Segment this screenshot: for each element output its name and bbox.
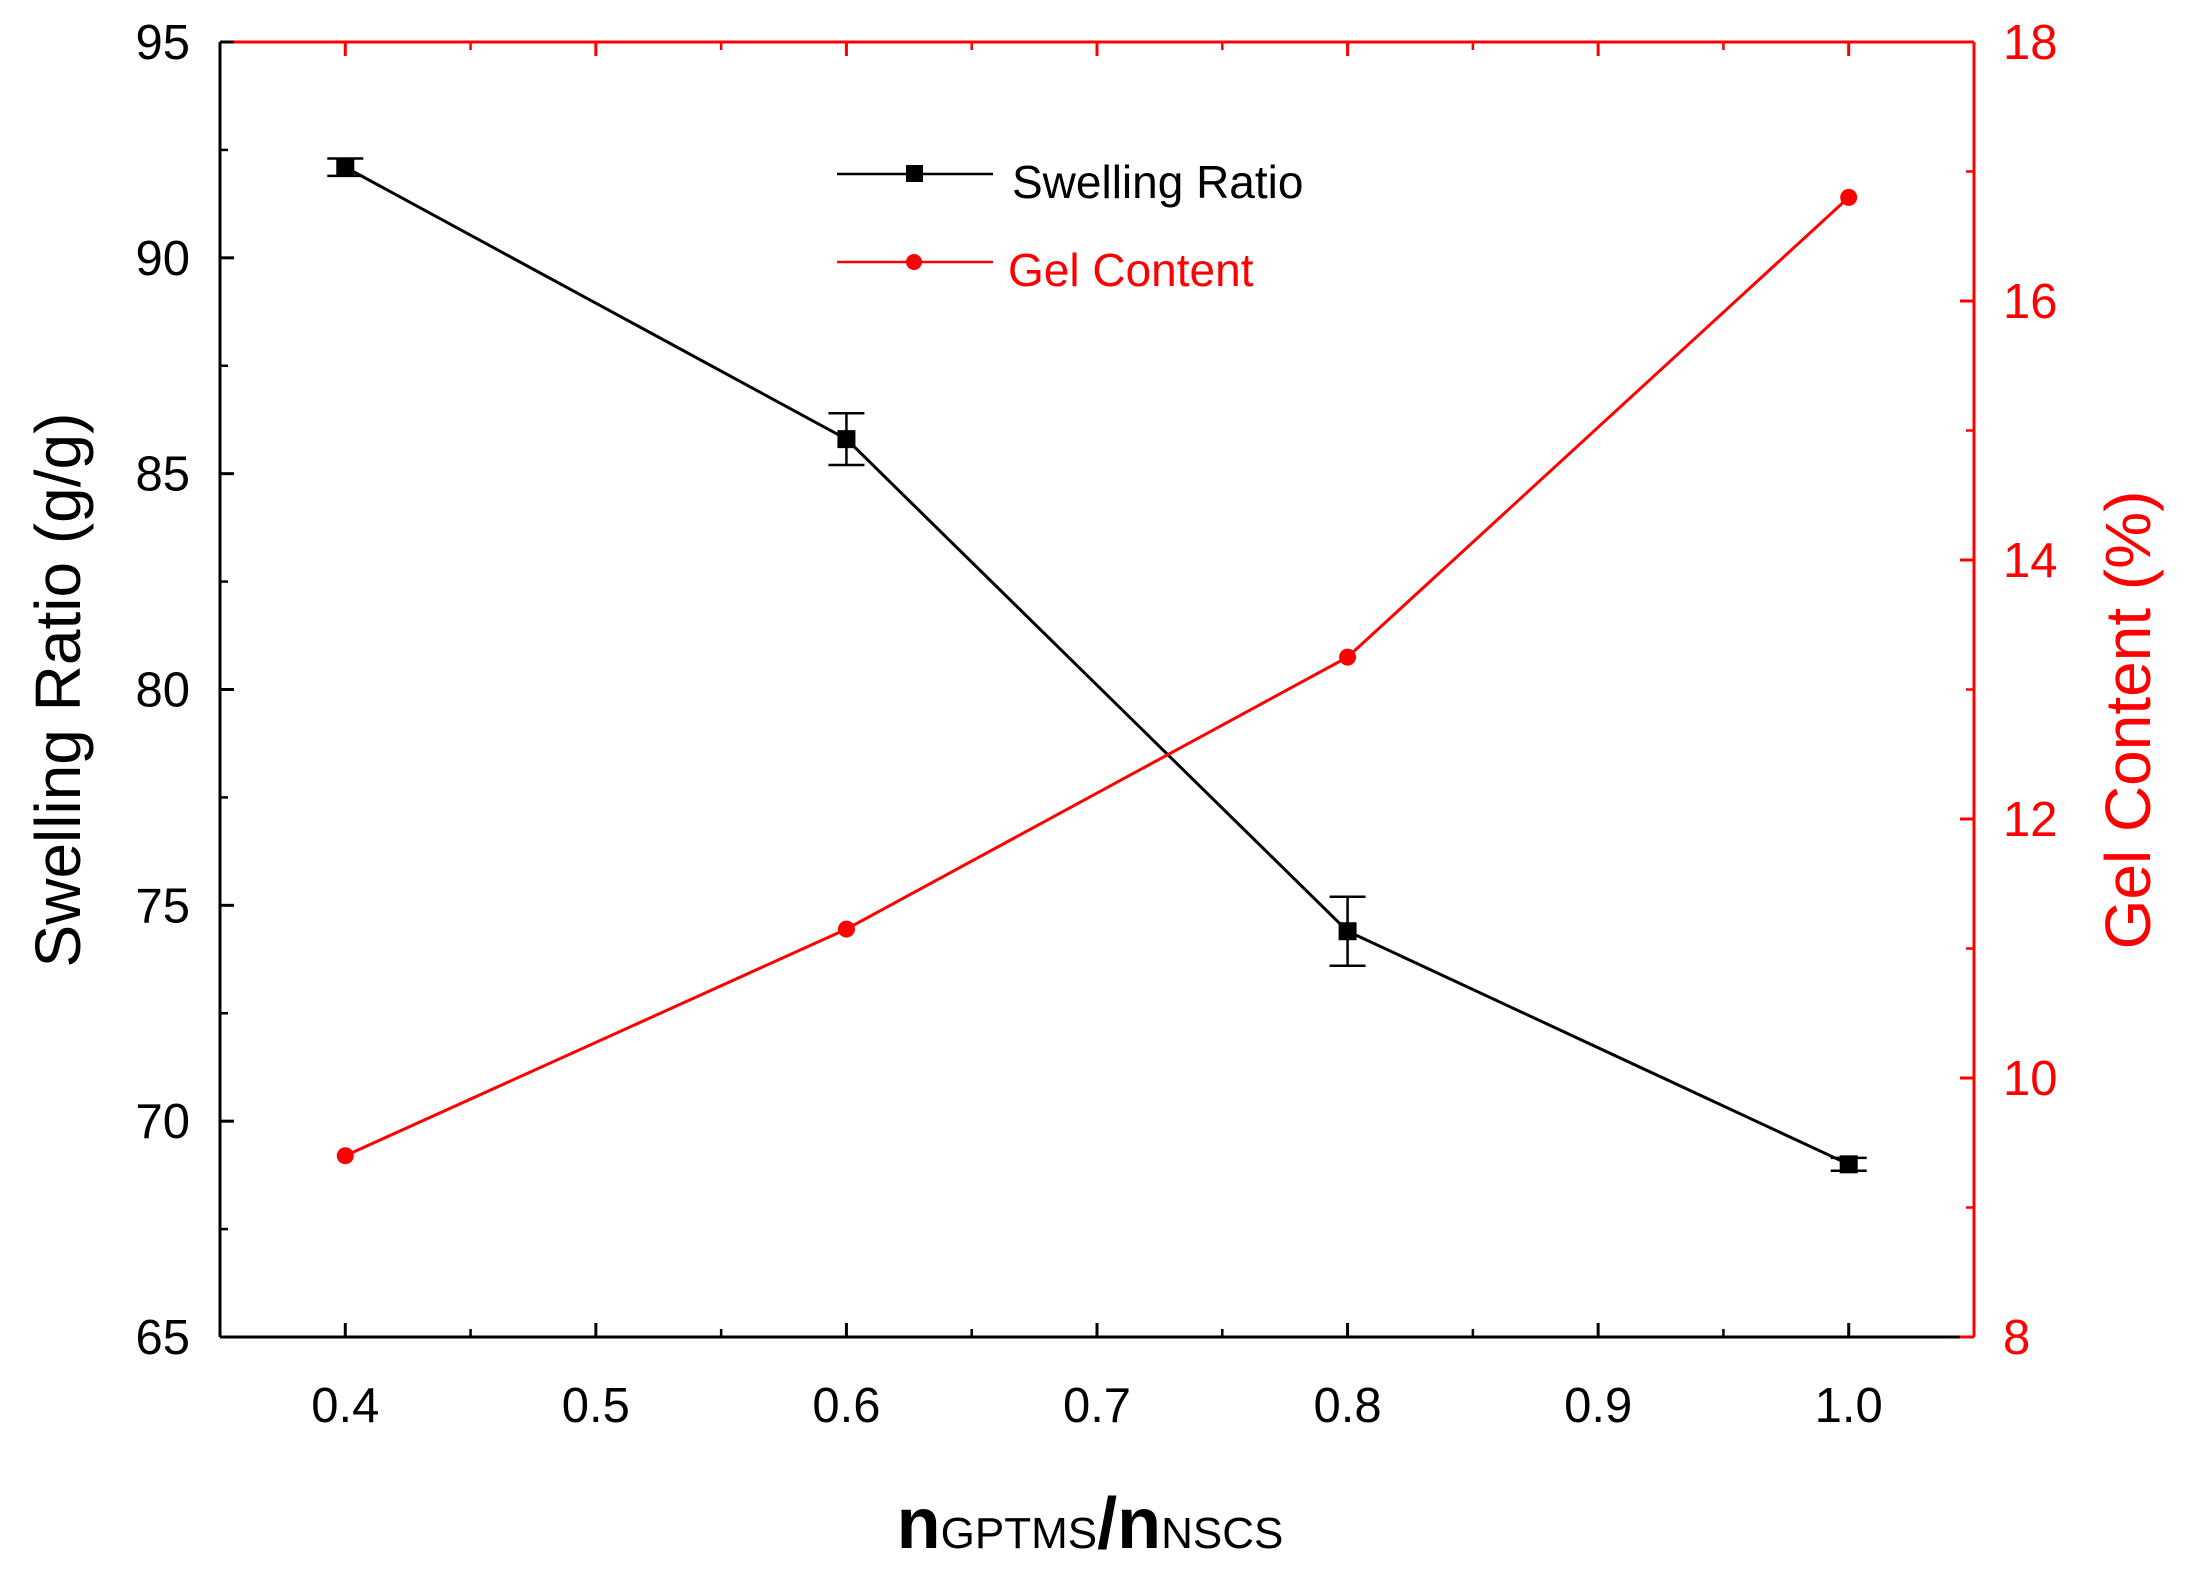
x-tick-label-5: 0.9 <box>1564 1379 1632 1433</box>
x-tick-label-0: 0.4 <box>311 1379 379 1433</box>
y-left-tick-label-3: 80 <box>135 664 190 718</box>
legend-marker-swelling-ratio <box>906 165 923 182</box>
x-tick-label-2: 0.6 <box>812 1379 880 1433</box>
x-axis-title-slash: / <box>1097 1484 1117 1564</box>
y-axis-left-title: Swelling Ratio (g/g) <box>22 413 94 968</box>
point-swelling-ratio-0 <box>336 158 355 177</box>
point-swelling-ratio-3 <box>1839 1155 1858 1174</box>
series-line-gel-content <box>344 196 1850 1158</box>
legend-label-gel-content: Gel Content <box>1008 244 1254 296</box>
legend-entry-swelling-ratio: Swelling Ratio <box>837 156 1303 208</box>
point-gel-content-1 <box>837 920 855 938</box>
y-axis-right-title: Gel Content (%) <box>2092 491 2164 950</box>
x-tick-label-3: 0.7 <box>1063 1379 1131 1433</box>
y-right-tick-label-4: 16 <box>2003 275 2058 329</box>
y-left-tick-label-4: 85 <box>135 448 190 502</box>
y-left-tick-label-1: 70 <box>135 1095 190 1149</box>
y-right-tick-label-5: 18 <box>2003 16 2058 70</box>
ticks-layer: 0.4 0.5 0.6 0.7 0.8 0.9 1.0 65 70 75 80 85 90 95 8 10 12… <box>135 16 2057 1433</box>
y-left-tick-label-5: 90 <box>135 232 190 286</box>
y-left-tick-label-0: 65 <box>135 1311 190 1365</box>
legend-entry-gel-content: Gel Content <box>837 244 1254 296</box>
point-gel-content-3 <box>1840 188 1858 206</box>
y-right-tick-label-3: 14 <box>2003 534 2058 588</box>
y-right-tick-label-0: 8 <box>2003 1311 2030 1365</box>
x-tick-label-6: 1.0 <box>1815 1379 1883 1433</box>
x-tick-label-1: 0.5 <box>562 1379 630 1433</box>
y-left-tick-label-2: 75 <box>135 879 190 933</box>
x-tick-label-4: 0.8 <box>1314 1379 1382 1433</box>
x-axis-title-n1: n <box>897 1484 941 1564</box>
x-axis-title-sub1: GPTMS <box>941 1509 1097 1558</box>
x-axis-title-n2: n <box>1117 1484 1161 1564</box>
x-axis-title-sub2: NSCS <box>1161 1509 1283 1558</box>
point-gel-content-0 <box>336 1147 354 1165</box>
legend-label-swelling-ratio: Swelling Ratio <box>1012 156 1303 208</box>
y-right-tick-label-2: 12 <box>2003 793 2058 847</box>
series-layer <box>327 157 1867 1174</box>
y-right-tick-label-1: 10 <box>2003 1052 2058 1106</box>
x-axis-title: nGPTMS/nNSCS <box>897 1484 1284 1564</box>
y-left-tick-label-6: 95 <box>135 16 190 70</box>
series-line-swelling-ratio <box>344 165 1850 1166</box>
point-swelling-ratio-1 <box>837 430 856 449</box>
legend-marker-gel-content <box>906 254 922 270</box>
legend: Swelling Ratio Gel Content <box>837 156 1303 296</box>
point-gel-content-2 <box>1339 648 1357 666</box>
point-swelling-ratio-2 <box>1338 922 1357 941</box>
